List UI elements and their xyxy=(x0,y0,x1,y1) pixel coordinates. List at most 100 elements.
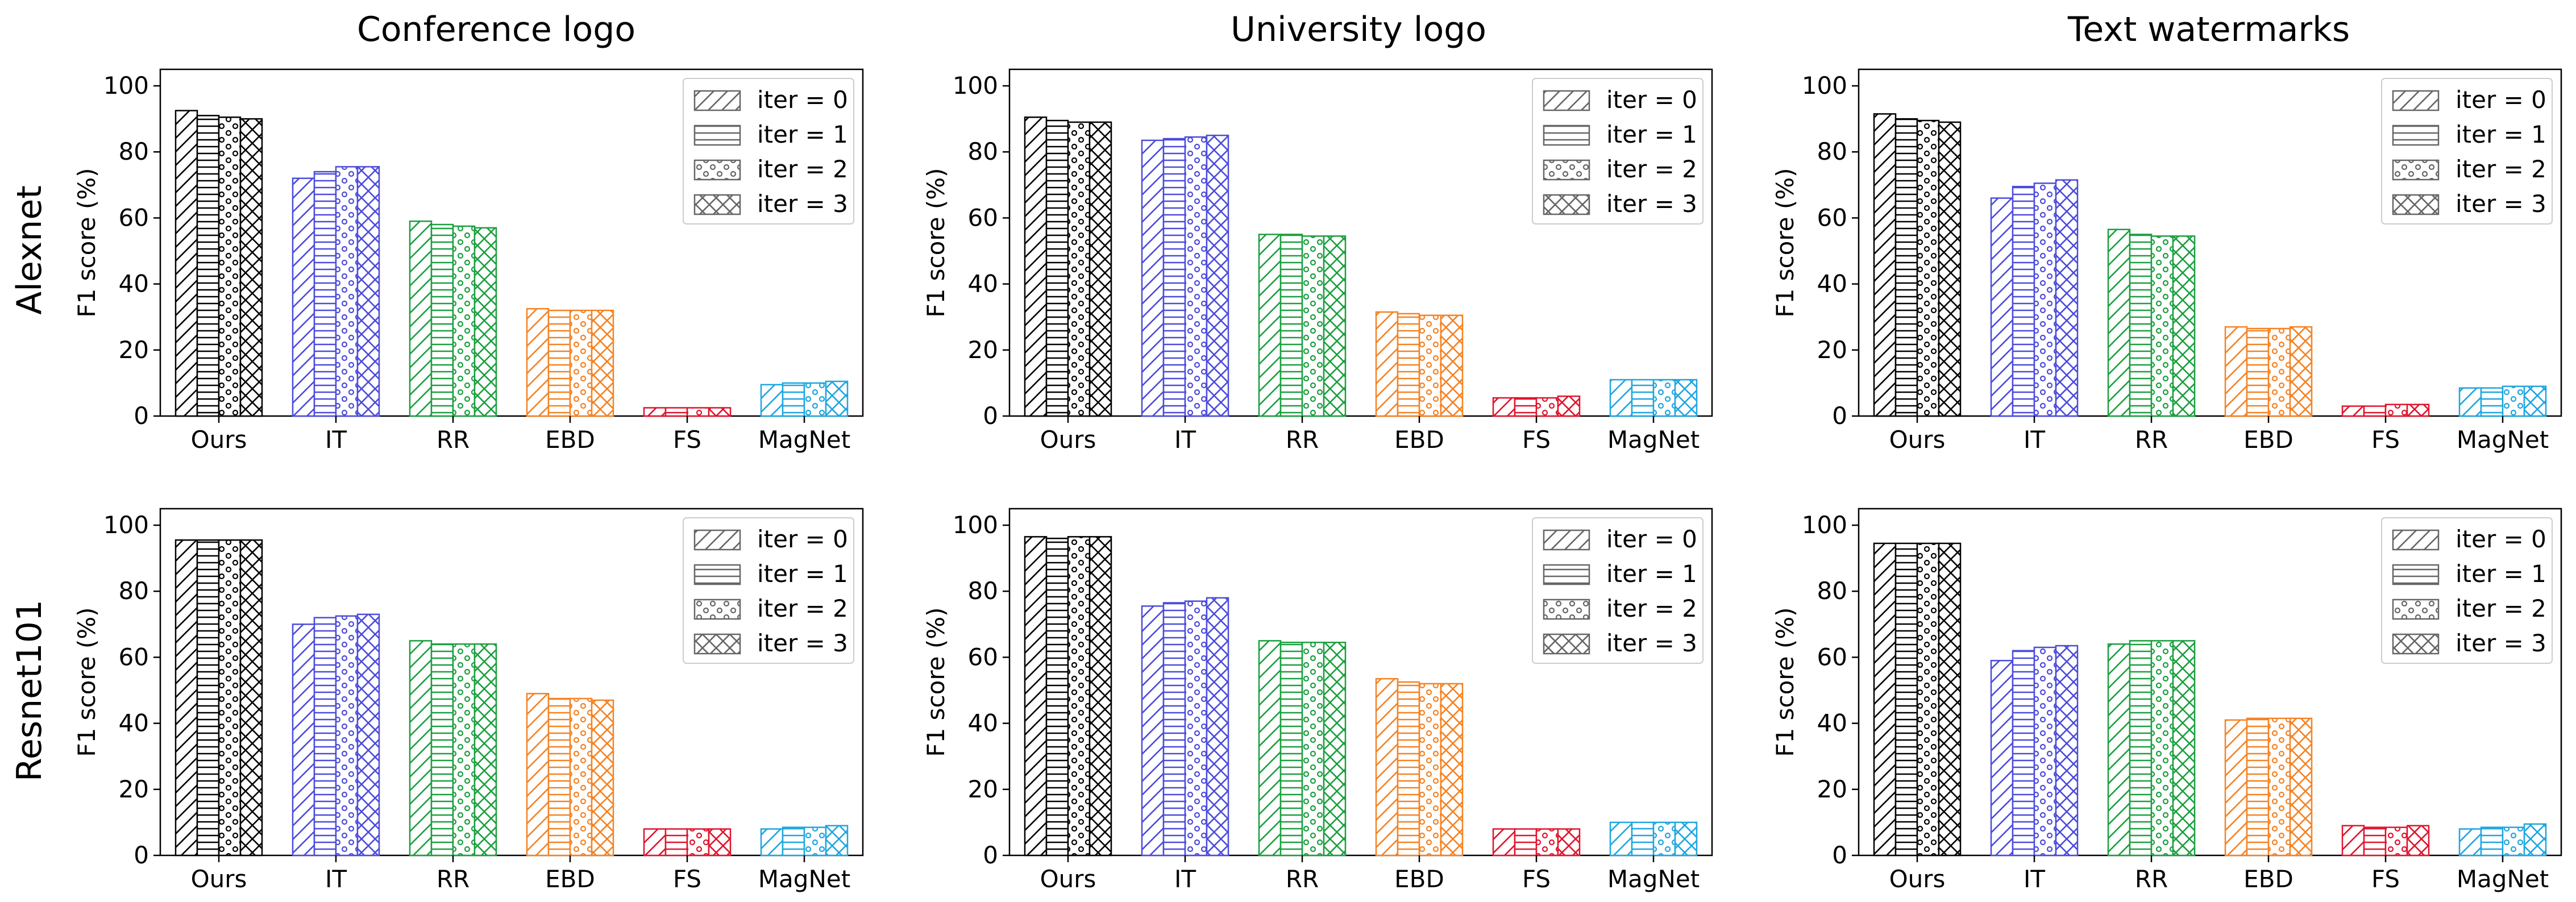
legend-swatch-iter-1 xyxy=(693,124,741,146)
y-tick-label: 100 xyxy=(953,72,998,99)
x-tick-label-it: IT xyxy=(325,865,347,893)
bar-it-iter-0 xyxy=(1990,659,2014,857)
bar-it-iter-3 xyxy=(356,166,380,417)
y-tick-label: 40 xyxy=(1817,270,1847,298)
bar-fs-iter-3 xyxy=(708,407,732,417)
bar-ours-iter-2 xyxy=(1067,121,1091,417)
x-tick-label-ours: Ours xyxy=(1040,426,1096,454)
bar-fs-iter-3 xyxy=(1557,828,1581,857)
legend-label-iter-2: iter = 2 xyxy=(757,155,848,183)
legend-swatch-iter-3 xyxy=(1543,633,1590,655)
bar-magnet-iter-2 xyxy=(1652,821,1676,857)
legend-label-iter-3: iter = 3 xyxy=(1606,190,1697,218)
x-tick-label-ours: Ours xyxy=(1889,426,1946,454)
y-tick-label: 60 xyxy=(1817,203,1847,231)
row-label-alexnet: Alexnet xyxy=(10,185,49,315)
bar-ebd-iter-3 xyxy=(591,309,614,417)
x-tick-label-ours: Ours xyxy=(191,426,247,454)
y-tick-label: 0 xyxy=(983,402,998,430)
bar-fs-iter-1 xyxy=(664,828,688,857)
x-tick-label-fs: FS xyxy=(2371,426,2400,454)
legend-swatch-iter-1 xyxy=(1543,124,1590,146)
legend-swatch-iter-2 xyxy=(2392,159,2440,181)
bar-fs-iter-2 xyxy=(686,407,710,417)
bar-rr-iter-3 xyxy=(2172,235,2196,417)
bar-ours-iter-3 xyxy=(1088,121,1112,417)
bar-rr-iter-3 xyxy=(1323,642,1347,857)
y-tick-label: 40 xyxy=(968,709,998,737)
bar-it-iter-0 xyxy=(1990,197,2014,417)
bar-magnet-iter-0 xyxy=(1609,821,1633,857)
legend-swatch-iter-2 xyxy=(693,159,741,181)
bar-fs-iter-1 xyxy=(2363,405,2387,417)
bar-ebd-iter-2 xyxy=(569,309,593,417)
bar-rr-iter-0 xyxy=(2107,643,2131,857)
bar-ebd-iter-0 xyxy=(1375,677,1399,857)
bar-ebd-iter-2 xyxy=(569,697,593,857)
legend-frame xyxy=(1532,78,1704,225)
y-tick-label: 0 xyxy=(1832,402,1847,430)
bar-magnet-iter-0 xyxy=(2458,828,2482,857)
axes-frame xyxy=(1008,68,1713,417)
y-tick-label: 40 xyxy=(119,709,149,737)
bar-ours-iter-3 xyxy=(239,539,263,857)
bar-rr-iter-3 xyxy=(2172,640,2196,857)
y-tick-label: 40 xyxy=(968,270,998,298)
legend-label-iter-2: iter = 2 xyxy=(1606,155,1697,183)
legend: iter = 0 iter = 1 iter = 2 iter = 3 xyxy=(1532,78,1704,225)
y-tick-label: 60 xyxy=(1817,643,1847,671)
bar-ebd-iter-1 xyxy=(1397,681,1420,857)
bar-ebd-iter-0 xyxy=(526,307,550,417)
bar-fs-iter-0 xyxy=(643,407,667,417)
x-tick-label-it: IT xyxy=(1174,426,1196,454)
legend-label-iter-2: iter = 2 xyxy=(1606,595,1697,622)
x-tick-label-ebd: EBD xyxy=(545,865,595,893)
x-tick-label-magnet: MagNet xyxy=(1607,426,1700,454)
bar-ours-iter-3 xyxy=(1938,121,1962,417)
axes-frame xyxy=(1858,508,2562,857)
x-tick-label-magnet: MagNet xyxy=(1607,865,1700,893)
bar-fs-iter-3 xyxy=(1557,395,1581,417)
bar-rr-iter-1 xyxy=(1279,234,1303,417)
legend-swatch-iter-1 xyxy=(1543,564,1590,585)
bar-ours-iter-2 xyxy=(218,539,242,857)
legend: iter = 0 iter = 1 iter = 2 iter = 3 xyxy=(683,78,854,225)
y-axis-label: F1 score (%) xyxy=(922,607,950,756)
bar-magnet-iter-2 xyxy=(2502,826,2525,857)
legend-swatch-iter-3 xyxy=(693,633,741,655)
x-tick-label-rr: RR xyxy=(1286,865,1319,893)
bar-ours-iter-0 xyxy=(1024,536,1048,857)
bar-ours-iter-1 xyxy=(196,539,220,857)
chart-panel-resnet101-university-logo: 0 20 40 60 80 100 F1 score (%) Ours IT RR EBD FS Mag… xyxy=(922,508,1713,893)
y-tick-label: 0 xyxy=(134,841,149,869)
y-tick-label: 80 xyxy=(1817,138,1847,165)
row-label-resnet101: Resnet101 xyxy=(10,600,49,782)
legend-swatch-iter-3 xyxy=(1543,194,1590,215)
legend-label-iter-0: iter = 0 xyxy=(757,86,848,114)
legend-swatch-iter-2 xyxy=(693,598,741,620)
legend-frame xyxy=(683,517,854,664)
legend-label-iter-3: iter = 3 xyxy=(757,190,848,218)
column-title-university-logo: University logo xyxy=(1231,10,1486,49)
x-tick-label-ebd: EBD xyxy=(545,426,595,454)
y-tick-label: 100 xyxy=(103,72,149,99)
legend-label-iter-0: iter = 0 xyxy=(1606,86,1697,114)
column-title-conference-logo: Conference logo xyxy=(357,10,635,49)
legend-label-iter-2: iter = 2 xyxy=(757,595,848,622)
axes-frame xyxy=(159,68,864,417)
bar-fs-iter-2 xyxy=(1535,397,1559,417)
x-tick-label-rr: RR xyxy=(1286,426,1319,454)
bar-rr-iter-2 xyxy=(1301,235,1325,417)
x-tick-label-magnet: MagNet xyxy=(758,426,850,454)
y-tick-label: 20 xyxy=(1817,775,1847,803)
bar-magnet-iter-2 xyxy=(803,382,827,417)
x-tick-label-magnet: MagNet xyxy=(758,865,850,893)
bar-magnet-iter-3 xyxy=(1674,821,1698,857)
y-tick-label: 40 xyxy=(119,270,149,298)
x-tick-label-it: IT xyxy=(1174,865,1196,893)
bar-rr-iter-0 xyxy=(1258,234,1282,417)
legend-swatch-iter-0 xyxy=(693,529,741,551)
bar-magnet-iter-3 xyxy=(1674,379,1698,417)
bar-magnet-iter-3 xyxy=(825,825,849,857)
bar-magnet-iter-2 xyxy=(2502,385,2525,417)
